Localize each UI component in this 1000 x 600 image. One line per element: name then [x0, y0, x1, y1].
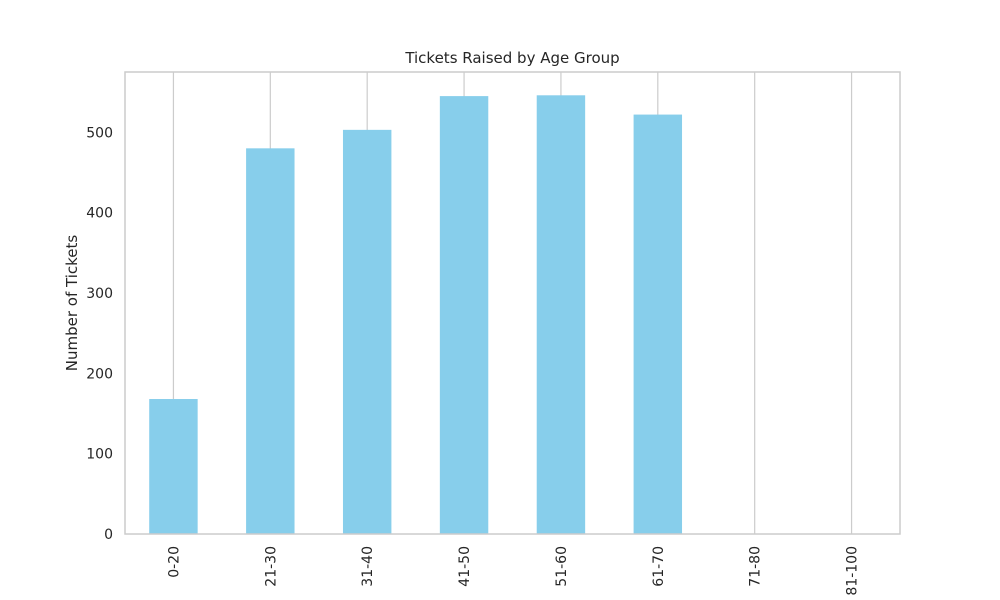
- y-tick-label: 300: [86, 286, 113, 302]
- y-tick-label: 100: [86, 447, 113, 463]
- x-tick-label-21-30: 21-30: [263, 546, 279, 587]
- bar-31-40: [342, 129, 392, 534]
- bar-61-70: [633, 114, 683, 534]
- x-tick-label-51-60: 51-60: [554, 546, 570, 587]
- y-tick-label: 400: [86, 206, 113, 222]
- x-axis-ticks: 0-20 21-30 31-40 41-50 51-60 61-70 71-80 81-100: [166, 546, 860, 596]
- x-tick-label-41-50: 41-50: [457, 546, 473, 587]
- y-axis-ticks: 0 100 200 300 400 500: [86, 125, 113, 543]
- bar-0-20: [149, 399, 198, 534]
- x-tick-label-31-40: 31-40: [360, 546, 376, 587]
- chart-title: Tickets Raised by Age Group: [404, 49, 619, 67]
- x-tick-label-0-20: 0-20: [166, 546, 182, 578]
- y-tick-label: 0: [104, 527, 113, 543]
- x-tick-label-71-80: 71-80: [748, 546, 764, 587]
- y-tick-label: 500: [86, 125, 113, 141]
- bars: [149, 95, 683, 535]
- bar-51-60: [536, 95, 586, 534]
- y-axis-label: Number of Tickets: [63, 235, 81, 372]
- bar-21-30: [246, 148, 295, 534]
- plot-frame: [124, 71, 901, 535]
- bar-41-50: [439, 96, 489, 535]
- x-tick-label-61-70: 61-70: [651, 546, 667, 587]
- x-tick-label-81-100: 81-100: [845, 546, 861, 596]
- y-tick-label: 200: [86, 366, 113, 382]
